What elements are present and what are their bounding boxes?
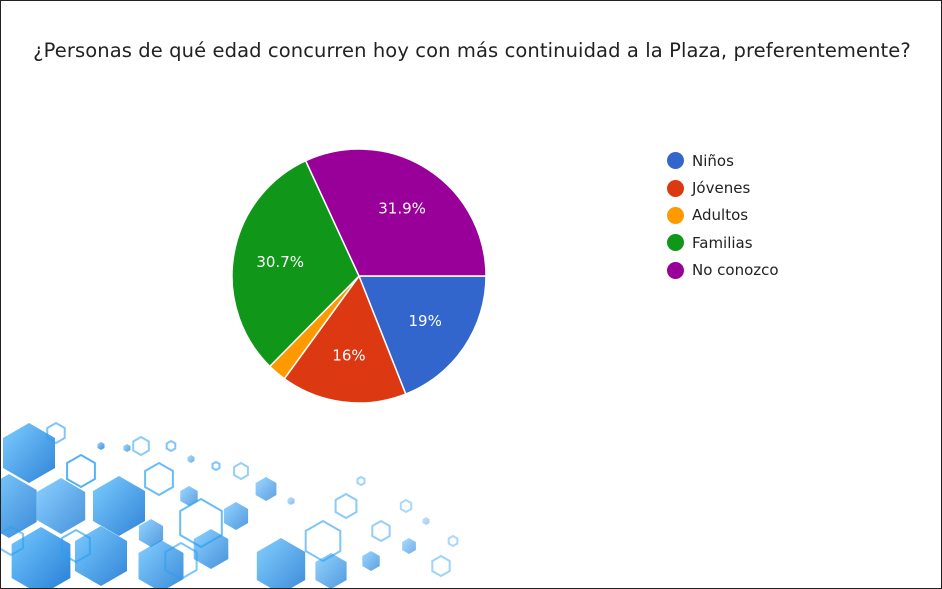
pie-data-label-familias: 30.7% [256,253,304,271]
legend-label: Jóvenes [692,179,751,198]
hexagon-shape [138,519,164,547]
hexagon-shape [334,492,358,520]
legend-item-jovenes: Jóvenes [667,174,779,201]
hexagon-shape [11,527,71,588]
legend-item-no-conozco: No conozco [667,257,779,284]
hexagon-shape [422,517,430,525]
hexagon-shape [223,502,249,530]
hexagon-shape [233,461,249,481]
hexagon-shape [123,444,131,452]
legend-item-familias: Familias [667,229,779,256]
pie-slice-jovenes [283,274,407,404]
legend-label: No conozco [692,261,779,280]
hexagon-shape [144,461,174,497]
hexagon-shape [164,541,198,581]
pie-data-label-ninos: 19% [409,312,442,330]
pie-data-labels: 19% 16% 30.7% 31.9% [256,200,441,365]
hexagon-shape [179,497,223,549]
hexagon-shape [431,554,451,578]
hexagon-shape [138,540,184,588]
pie-slices [231,148,487,404]
hexagon-shape [93,476,145,536]
pie-data-label-no-conozco: 31.9% [378,200,426,218]
legend-swatch [667,234,684,252]
hexagon-shape [165,439,177,453]
legend-label: Familias [692,233,753,252]
hexagon-shape [287,497,295,505]
legend-swatch [667,152,684,170]
pie-slice-familias [231,159,360,368]
legend-swatch [667,206,684,224]
pie-slice-ninos [357,275,487,396]
hexagon-shape [304,519,342,563]
hexagon-shape [187,455,195,463]
hexagon-shape [97,442,105,450]
hexagon-shape [1,525,25,557]
hexagon-shape [255,477,277,501]
hexagon-shape [356,475,366,487]
legend-label: Niños [692,151,734,170]
hexagon-shape [193,529,229,569]
chart-legend: Niños Jóvenes Adultos Familias No conozco [667,147,779,284]
pie-data-label-jovenes: 16% [332,346,365,364]
legend-swatch [667,179,684,197]
hexagon-shape [447,534,459,548]
hexagon-shape [362,551,380,571]
hexagon-shape [402,538,416,554]
hexagon-shape [66,453,96,489]
pie-slice-no-conozco [304,148,487,277]
hexagon-shape [211,460,221,472]
hexagon-shape [371,519,391,543]
legend-item-adultos: Adultos [667,202,779,229]
chart-title: ¿Personas de qué edad concurren hoy con … [33,39,911,62]
hexagon-shape [36,478,86,534]
legend-label: Adultos [692,206,749,225]
hexagon-shape [399,498,413,514]
hexagon-shape [1,474,37,538]
hexagon-shape [132,435,150,457]
hexagon-shape [256,538,306,588]
legend-item-ninos: Niños [667,147,779,174]
hexagon-shape [46,421,66,445]
hexagon-shape [75,526,127,586]
hexagon-shape [180,486,198,506]
hexagon-shape [3,423,55,483]
hexagon-shape [61,528,91,564]
legend-swatch [667,261,684,279]
